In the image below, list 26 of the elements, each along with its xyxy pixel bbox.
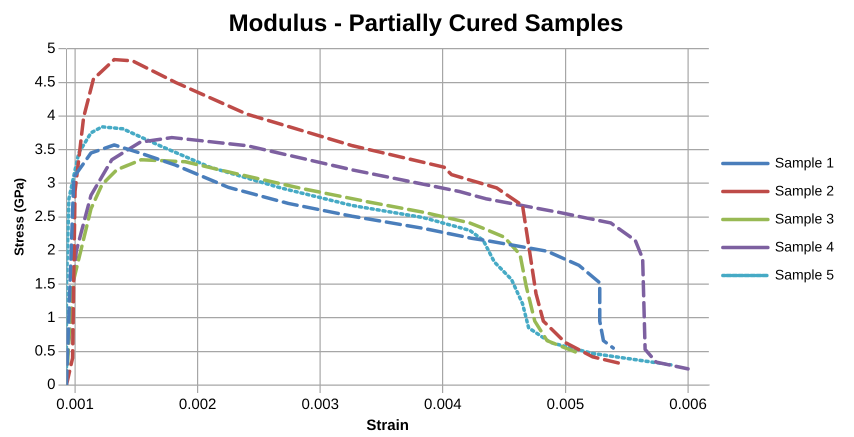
x-axis-title: Strain <box>366 417 409 434</box>
x-tick-label: 0.005 <box>546 396 584 414</box>
legend-label: Sample 4 <box>774 238 834 254</box>
y-tick-label: 2.5 <box>34 208 56 226</box>
y-tick-label: 3.5 <box>34 140 56 158</box>
legend-label: Sample 3 <box>774 210 834 226</box>
x-tick-label: 0.003 <box>301 396 339 414</box>
legend-label: Sample 2 <box>774 182 834 198</box>
y-tick-label: 1.5 <box>34 275 56 292</box>
x-tick-label: 0.001 <box>56 396 94 414</box>
y-tick-label: 4.5 <box>34 74 56 91</box>
y-tick-label: 1 <box>47 308 56 326</box>
x-tick-label: 0.002 <box>178 396 216 414</box>
y-tick-label: 0.5 <box>34 342 56 360</box>
legend-label: Sample 5 <box>774 266 834 282</box>
y-tick-label: 4 <box>47 107 56 124</box>
x-tick-label: 0.006 <box>669 396 707 414</box>
x-tick-label: 0.004 <box>424 396 462 414</box>
legend-label: Sample 1 <box>774 154 834 170</box>
line-series <box>66 58 622 385</box>
y-tick-label: 2 <box>47 242 56 259</box>
y-tick-label: 5 <box>47 40 56 57</box>
y-tick-label: 3 <box>47 174 56 192</box>
chart-title: Modulus - Partially Cured Samples <box>228 10 624 38</box>
y-axis-title: Stress (GPa) <box>11 178 26 256</box>
y-tick-label: 0 <box>47 376 56 394</box>
